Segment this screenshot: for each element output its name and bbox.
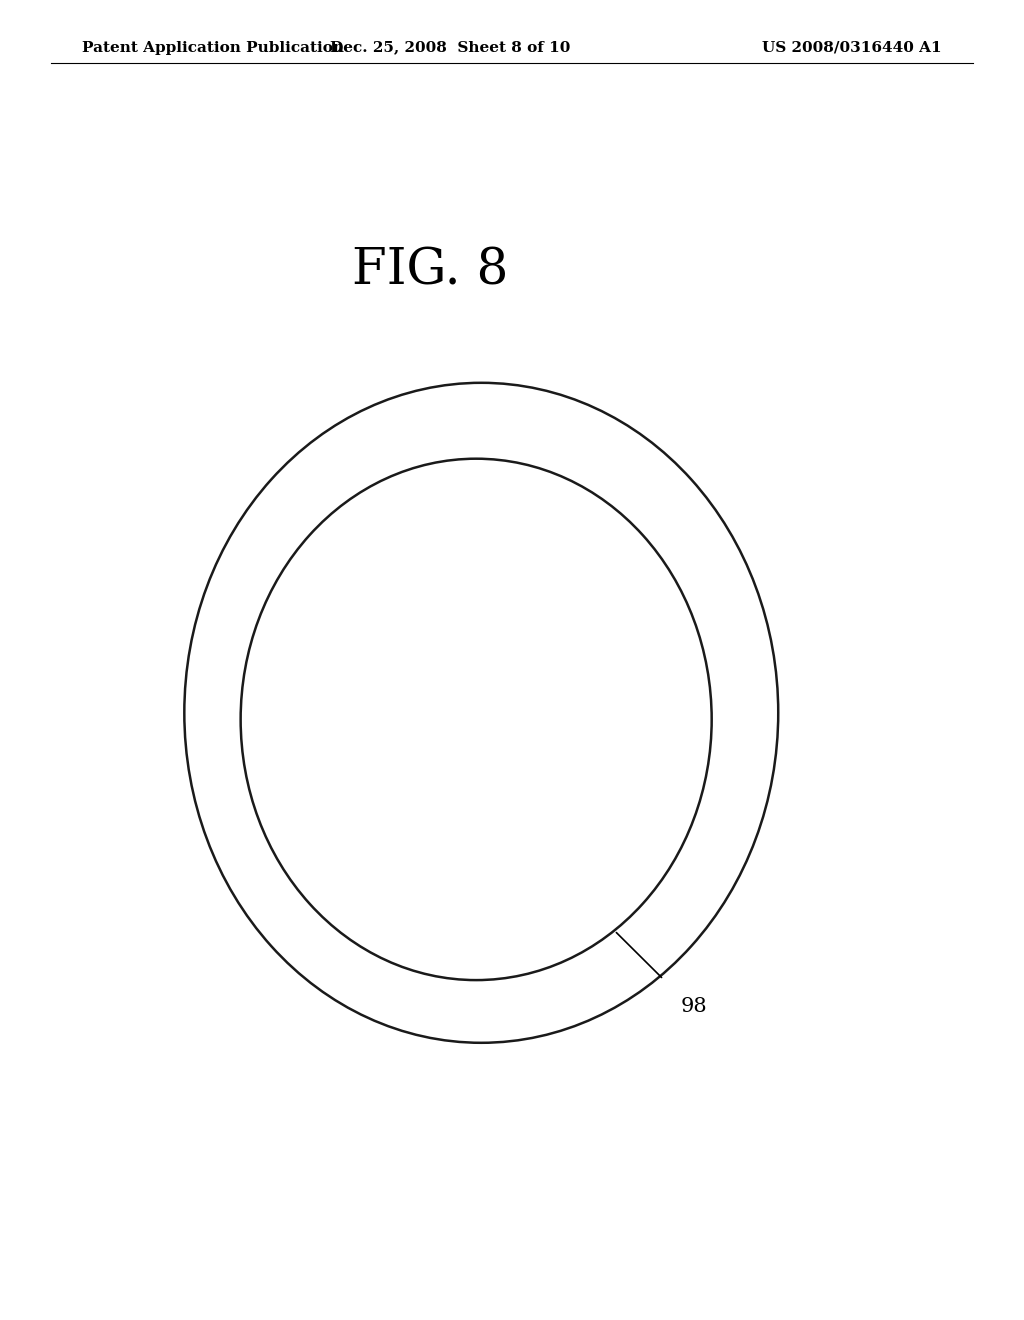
Text: Patent Application Publication: Patent Application Publication — [82, 41, 344, 54]
Text: 98: 98 — [681, 997, 708, 1015]
Text: Dec. 25, 2008  Sheet 8 of 10: Dec. 25, 2008 Sheet 8 of 10 — [331, 41, 570, 54]
Text: US 2008/0316440 A1: US 2008/0316440 A1 — [763, 41, 942, 54]
Text: FIG. 8: FIG. 8 — [352, 246, 508, 296]
